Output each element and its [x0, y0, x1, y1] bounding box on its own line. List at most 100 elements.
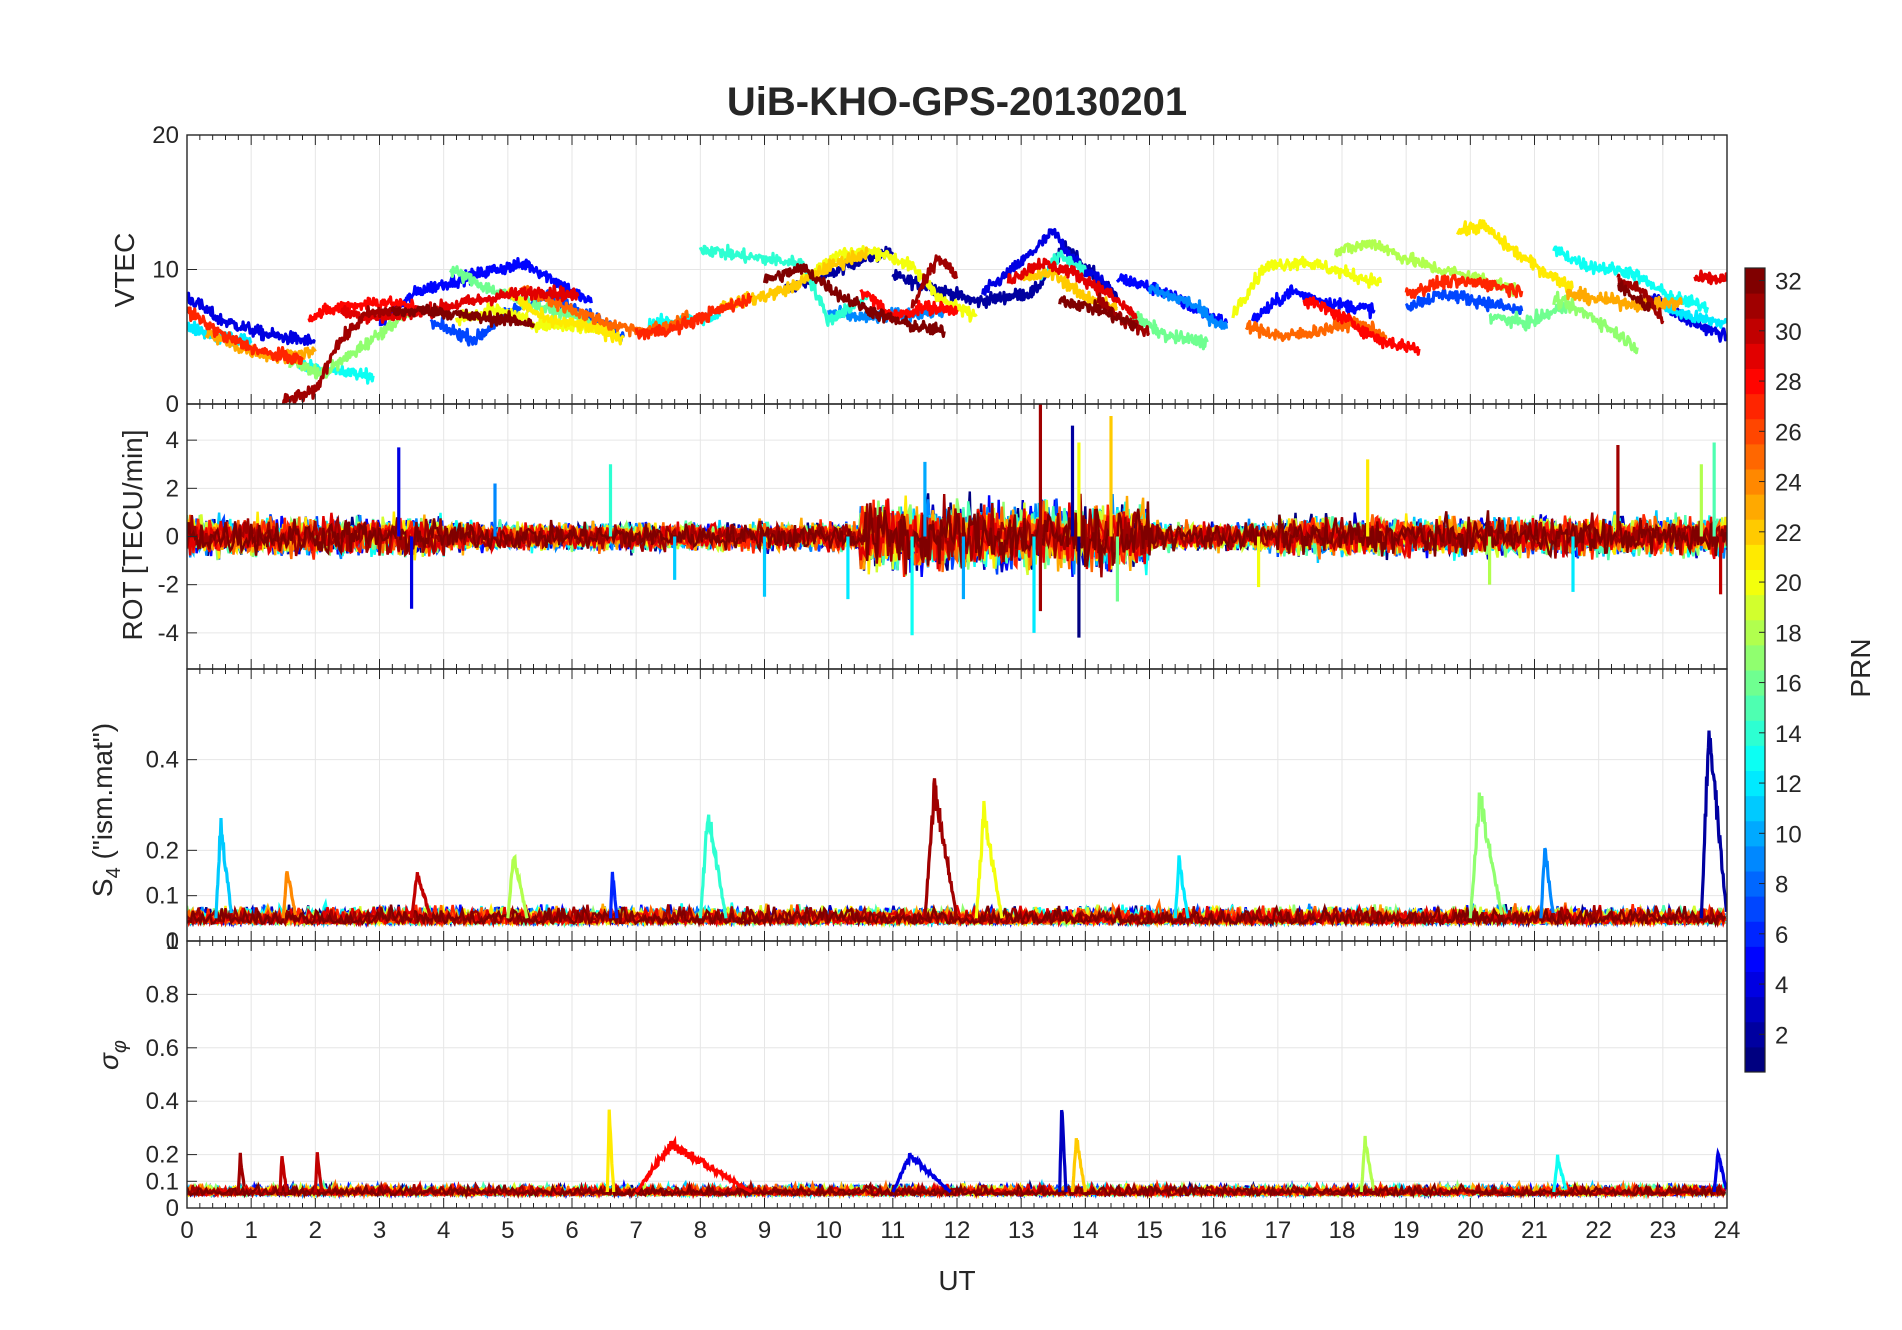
series-line-prn-29: [1006, 257, 1138, 320]
colorbar-tick-label: 22: [1775, 520, 1802, 547]
sigma-phi-ticks: 00.10.20.40.60.81: [146, 928, 1728, 1222]
colorbar-swatch: [1745, 594, 1765, 621]
s4-y-tick-label: 0.2: [146, 837, 179, 864]
colorbar-swatch: [1745, 619, 1765, 646]
s4-burst-prn-6: [608, 871, 619, 919]
colorbar-swatch: [1745, 343, 1765, 369]
colorbar-swatch: [1745, 670, 1765, 696]
series-line-prn-32: [187, 1180, 1727, 1200]
panel-rot: ROT [TECU/min]: [117, 429, 148, 640]
s4-burst-prn-17: [1468, 792, 1504, 919]
s4-burst-prn-18: [506, 853, 529, 919]
colorbar-swatch: [1745, 494, 1765, 520]
vtec-y-axis-label: VTEC: [109, 233, 140, 308]
colorbar-label: PRN: [1845, 638, 1876, 697]
s4-burst-prn-31: [923, 778, 959, 919]
rot-y-tick-label: 4: [166, 427, 179, 454]
vtec-ticks: 0 10 20: [152, 122, 1728, 418]
x-tick-label: 10: [815, 1217, 842, 1244]
colorbar-tick-label: 4: [1775, 972, 1788, 999]
series-line-prn-32: [1058, 295, 1139, 332]
colorbar-tick-label: 18: [1775, 620, 1802, 647]
x-tick-label: 17: [1264, 1217, 1291, 1244]
vtec-y-tick-label: 20: [152, 122, 179, 149]
rot-y-tick-label: 2: [166, 475, 179, 502]
colorbar-swatch: [1745, 845, 1765, 872]
x-tick-label: 24: [1714, 1217, 1741, 1244]
colorbar-tick-label: 6: [1775, 922, 1788, 949]
x-tick-label: 14: [1072, 1217, 1099, 1244]
colorbar-swatch: [1745, 1021, 1765, 1048]
rot-y-tick-label: -2: [158, 572, 179, 599]
series-line-prn-32: [390, 302, 536, 328]
x-tick-label: 0: [180, 1217, 193, 1244]
colorbar-swatch: [1745, 996, 1765, 1023]
series-line-prn-17: [288, 304, 414, 380]
s4-y-tick-label: 0: [166, 928, 179, 955]
colorbar-swatch: [1745, 720, 1765, 746]
x-tick-label: 23: [1649, 1217, 1676, 1244]
x-tick-label: 9: [758, 1217, 771, 1244]
colorbar-tick-label: 24: [1775, 470, 1802, 497]
series-line-prn-14: [698, 243, 869, 327]
sigma-phi-burst-prn-13: [1552, 1154, 1568, 1193]
panel-sigma-phi-plot: 00.10.20.40.60.81: [146, 928, 1728, 1222]
series-line-prn-21: [1456, 219, 1574, 294]
s4-burst-prn-24: [281, 871, 297, 919]
colorbar-swatch: [1745, 393, 1765, 420]
sigma-phi-burst-prn-30: [278, 1156, 289, 1193]
sigma-phi-y-tick-label: 0.1: [146, 1168, 179, 1195]
series-line-prn-16: [1128, 310, 1209, 351]
rot-y-tick-label: -4: [158, 620, 179, 647]
x-tick-label: 3: [373, 1217, 386, 1244]
s4-ticks: 0 0.1 0.2 0.4: [146, 669, 1728, 955]
s4-label-subscript: 4: [103, 867, 125, 878]
s4-burst-prn-11: [214, 817, 233, 919]
panel-vtec: VTEC: [109, 233, 140, 308]
colorbar-swatch: [1745, 896, 1765, 922]
sigma-phi-burst-prn-4: [891, 1152, 952, 1194]
series-line-prn-31: [281, 305, 401, 404]
colorbar-tick-label: 28: [1775, 369, 1802, 396]
colorbar-swatch: [1745, 695, 1765, 721]
chart-title: UiB-KHO-GPS-20130201: [727, 80, 1187, 124]
colorbar-tick-label: 20: [1775, 570, 1802, 597]
colorbar-swatch: [1745, 519, 1765, 545]
sigma-phi-y-tick-label: 0.6: [146, 1035, 179, 1062]
vtec-y-tick-label: 0: [166, 391, 179, 418]
s4-burst-prn-14: [698, 814, 728, 919]
colorbar-swatch: [1745, 469, 1765, 495]
x-tick-label: 20: [1457, 1217, 1484, 1244]
vtec-series-group: [187, 219, 1727, 404]
colorbar-swatch: [1745, 820, 1765, 847]
x-tick-label: 15: [1136, 1217, 1163, 1244]
x-tick-label: 11: [880, 1217, 905, 1244]
panel-vtec-plot: 0 10 20: [152, 122, 1728, 418]
s4-label-s: S: [87, 878, 118, 897]
x-tick-label: 4: [437, 1217, 450, 1244]
series-line-prn-17: [1552, 290, 1639, 355]
series-line-prn-32: [187, 498, 1727, 569]
colorbar-swatch: [1745, 418, 1765, 445]
rot-ticks: -4 -2 0 2 4: [158, 404, 1728, 669]
series-line-prn-23: [1565, 285, 1683, 313]
colorbar-swatch: [1745, 318, 1765, 344]
colorbar-swatch: [1745, 569, 1765, 596]
panel-sigma-phi: σφ: [93, 1040, 131, 1070]
s4-label-rest: ("ism.mat"): [87, 723, 118, 867]
series-line-prn-21: [506, 287, 625, 346]
series-line-prn-9: [1147, 283, 1229, 330]
colorbar-tick-label: 2: [1775, 1022, 1788, 1049]
s4-burst-prn-12: [1173, 855, 1190, 919]
x-tick-label: 1: [244, 1217, 257, 1244]
colorbar-swatch: [1745, 368, 1765, 395]
x-tick-label: 6: [565, 1217, 578, 1244]
colorbar-swatch: [1745, 971, 1765, 998]
colorbar-tick-label: 8: [1775, 872, 1788, 899]
rot-series-group: [187, 404, 1727, 638]
series-line-prn-25: [1244, 314, 1388, 342]
x-tick-label: 7: [629, 1217, 642, 1244]
s4-burst-prn-2: [1699, 730, 1727, 919]
sigma-label-sigma: σ: [93, 1052, 124, 1070]
